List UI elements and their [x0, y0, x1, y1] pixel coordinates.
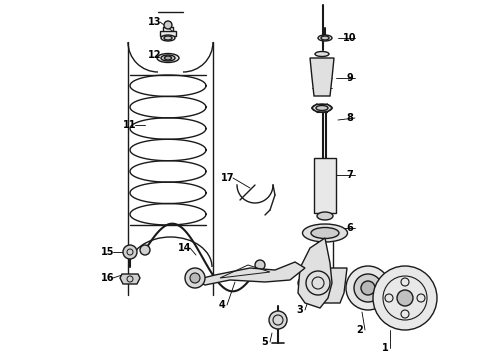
Polygon shape: [310, 58, 334, 96]
Ellipse shape: [165, 56, 172, 60]
Polygon shape: [195, 262, 305, 285]
Ellipse shape: [164, 36, 172, 40]
Circle shape: [346, 266, 390, 310]
Text: 17: 17: [221, 173, 235, 183]
Circle shape: [140, 245, 150, 255]
Text: 6: 6: [346, 223, 353, 233]
Circle shape: [255, 260, 265, 270]
Text: 9: 9: [346, 73, 353, 83]
Text: 2: 2: [357, 325, 364, 335]
Text: 7: 7: [346, 170, 353, 180]
Ellipse shape: [312, 104, 332, 112]
Text: 16: 16: [101, 273, 115, 283]
Text: 15: 15: [101, 247, 115, 257]
Text: 8: 8: [346, 113, 353, 123]
Ellipse shape: [317, 212, 333, 220]
Circle shape: [354, 274, 382, 302]
Polygon shape: [307, 268, 347, 303]
Text: 1: 1: [382, 343, 389, 353]
Circle shape: [185, 268, 205, 288]
Text: 11: 11: [123, 120, 137, 130]
Ellipse shape: [318, 35, 332, 41]
Polygon shape: [298, 238, 332, 308]
Circle shape: [361, 281, 375, 295]
Polygon shape: [120, 274, 140, 284]
Ellipse shape: [161, 35, 175, 41]
Text: 5: 5: [262, 337, 269, 347]
Bar: [314, 158, 336, 213]
Circle shape: [190, 273, 200, 283]
Bar: [160, 31, 176, 36]
Text: 4: 4: [219, 300, 225, 310]
Circle shape: [269, 311, 287, 329]
Ellipse shape: [316, 105, 328, 111]
Ellipse shape: [315, 51, 329, 57]
Text: 3: 3: [296, 305, 303, 315]
Circle shape: [373, 266, 437, 330]
Ellipse shape: [302, 224, 347, 242]
Ellipse shape: [311, 228, 339, 238]
Ellipse shape: [157, 54, 179, 63]
Text: 13: 13: [148, 17, 162, 27]
Text: 12: 12: [148, 50, 162, 60]
Ellipse shape: [321, 36, 329, 40]
Circle shape: [123, 245, 137, 259]
Text: 10: 10: [343, 33, 357, 43]
Circle shape: [164, 21, 172, 29]
Circle shape: [397, 290, 413, 306]
Circle shape: [298, 277, 310, 289]
Text: 14: 14: [178, 243, 192, 253]
Ellipse shape: [161, 55, 175, 61]
